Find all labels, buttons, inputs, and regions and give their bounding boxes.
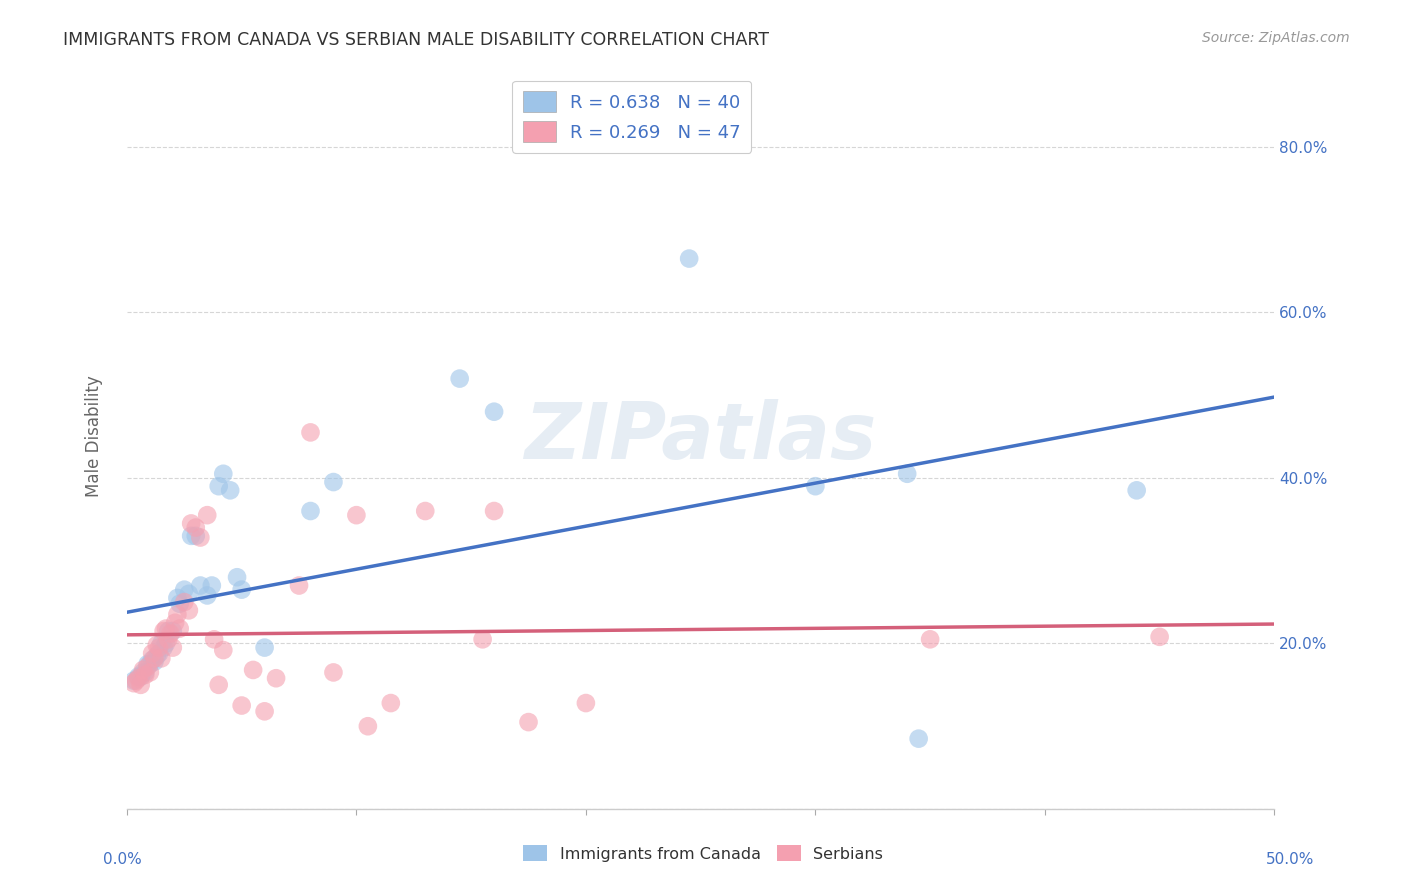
Point	[219, 483, 242, 498]
Point	[162, 624, 184, 638]
Point	[173, 595, 195, 609]
Point	[132, 665, 155, 680]
Point	[202, 632, 225, 647]
Point	[195, 589, 218, 603]
Point	[896, 467, 918, 481]
Point	[166, 591, 188, 605]
Point	[145, 648, 167, 663]
Text: Source: ZipAtlas.com: Source: ZipAtlas.com	[1202, 31, 1350, 45]
Point	[157, 632, 180, 647]
Point	[288, 578, 311, 592]
Point	[231, 698, 253, 713]
Point	[253, 704, 276, 718]
Legend: Immigrants from Canada, Serbians: Immigrants from Canada, Serbians	[516, 838, 890, 868]
Point	[143, 651, 166, 665]
Point	[166, 607, 188, 622]
Point	[212, 643, 235, 657]
Point	[253, 640, 276, 655]
Point	[184, 520, 207, 534]
Point	[184, 529, 207, 543]
Point	[148, 647, 170, 661]
Point	[173, 582, 195, 597]
Point	[242, 663, 264, 677]
Point	[177, 603, 200, 617]
Point	[471, 632, 494, 647]
Point	[804, 479, 827, 493]
Point	[134, 668, 156, 682]
Text: 0.0%: 0.0%	[103, 852, 142, 867]
Point	[127, 669, 149, 683]
Point	[264, 671, 287, 685]
Text: 50.0%: 50.0%	[1267, 852, 1315, 867]
Point	[134, 665, 156, 680]
Point	[226, 570, 249, 584]
Point	[180, 516, 202, 531]
Point	[678, 252, 700, 266]
Point	[129, 678, 152, 692]
Point	[145, 638, 167, 652]
Point	[143, 655, 166, 669]
Point	[125, 673, 148, 688]
Text: IMMIGRANTS FROM CANADA VS SERBIAN MALE DISABILITY CORRELATION CHART: IMMIGRANTS FROM CANADA VS SERBIAN MALE D…	[63, 31, 769, 49]
Point	[152, 640, 174, 655]
Point	[159, 626, 181, 640]
Point	[208, 479, 231, 493]
Legend: R = 0.638   N = 40, R = 0.269   N = 47: R = 0.638 N = 40, R = 0.269 N = 47	[512, 80, 751, 153]
Point	[122, 676, 145, 690]
Point	[150, 636, 173, 650]
Point	[413, 504, 436, 518]
Point	[152, 624, 174, 638]
Point	[482, 405, 505, 419]
Point	[357, 719, 380, 733]
Point	[380, 696, 402, 710]
Point	[188, 531, 211, 545]
Point	[575, 696, 598, 710]
Point	[136, 659, 159, 673]
Point	[148, 640, 170, 655]
Point	[208, 678, 231, 692]
Y-axis label: Male Disability: Male Disability	[86, 376, 103, 498]
Point	[169, 597, 191, 611]
Point	[155, 636, 177, 650]
Point	[155, 622, 177, 636]
Point	[449, 371, 471, 385]
Point	[322, 665, 344, 680]
Point	[127, 671, 149, 685]
Point	[157, 624, 180, 638]
Point	[162, 640, 184, 655]
Point	[212, 467, 235, 481]
Point	[299, 425, 322, 440]
Point	[132, 663, 155, 677]
Point	[299, 504, 322, 518]
Point	[1125, 483, 1147, 498]
Point	[139, 657, 162, 672]
Point	[907, 731, 929, 746]
Point	[322, 475, 344, 489]
Point	[139, 665, 162, 680]
Point	[195, 508, 218, 523]
Point	[517, 715, 540, 730]
Point	[1149, 630, 1171, 644]
Point	[150, 651, 173, 665]
Point	[482, 504, 505, 518]
Point	[129, 669, 152, 683]
Point	[177, 587, 200, 601]
Point	[180, 529, 202, 543]
Point	[122, 673, 145, 688]
Point	[231, 582, 253, 597]
Point	[141, 653, 163, 667]
Point	[188, 578, 211, 592]
Point	[136, 657, 159, 672]
Point	[344, 508, 367, 523]
Point	[920, 632, 942, 647]
Point	[165, 615, 187, 630]
Text: ZIPatlas: ZIPatlas	[524, 399, 877, 475]
Point	[169, 622, 191, 636]
Point	[201, 578, 224, 592]
Point	[141, 647, 163, 661]
